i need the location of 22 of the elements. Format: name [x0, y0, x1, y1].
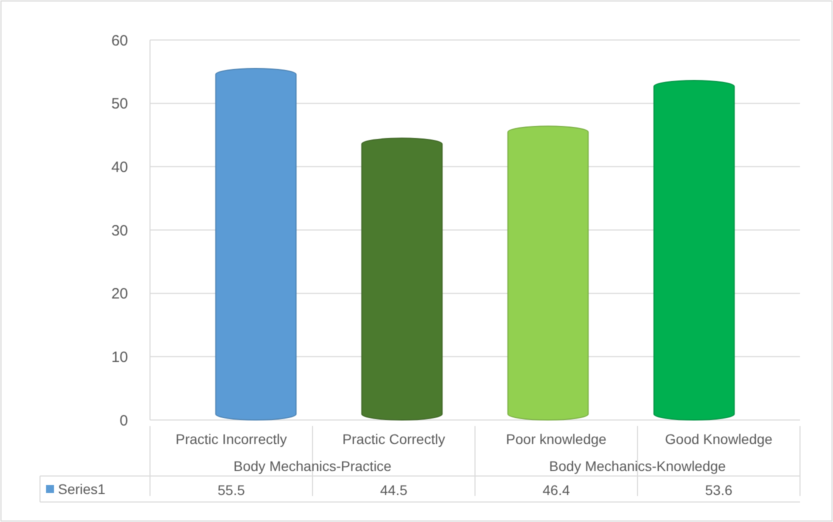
bar — [361, 138, 443, 420]
text: Body Mechanics-Knowledge — [549, 458, 726, 474]
data-label: 44.5 — [380, 482, 408, 498]
text: Body Mechanics-Practice — [234, 458, 392, 474]
y-tick-label: 60 — [111, 32, 128, 50]
y-tick-label: 20 — [111, 286, 128, 303]
y-tick-label: 50 — [111, 96, 128, 113]
y-tick-label: 30 — [111, 222, 128, 240]
data-label: 46.4 — [542, 482, 570, 498]
bar — [507, 126, 589, 420]
x-tick-label: Poor knowledge — [506, 431, 607, 447]
y-tick-label: 0 — [120, 412, 128, 430]
x-tick-label: Practic Correctly — [342, 431, 446, 447]
bar — [215, 68, 297, 420]
bar — [653, 80, 735, 420]
data-label: 55.5 — [218, 482, 246, 498]
data-label: 53.6 — [705, 482, 733, 498]
x-tick-label: Good Knowledge — [665, 431, 773, 447]
legend-label: Series1 — [58, 481, 106, 497]
y-tick-label: 40 — [111, 158, 128, 176]
y-tick-label: 10 — [111, 348, 128, 366]
x-tick-label: Practic Incorrectly — [176, 431, 287, 447]
